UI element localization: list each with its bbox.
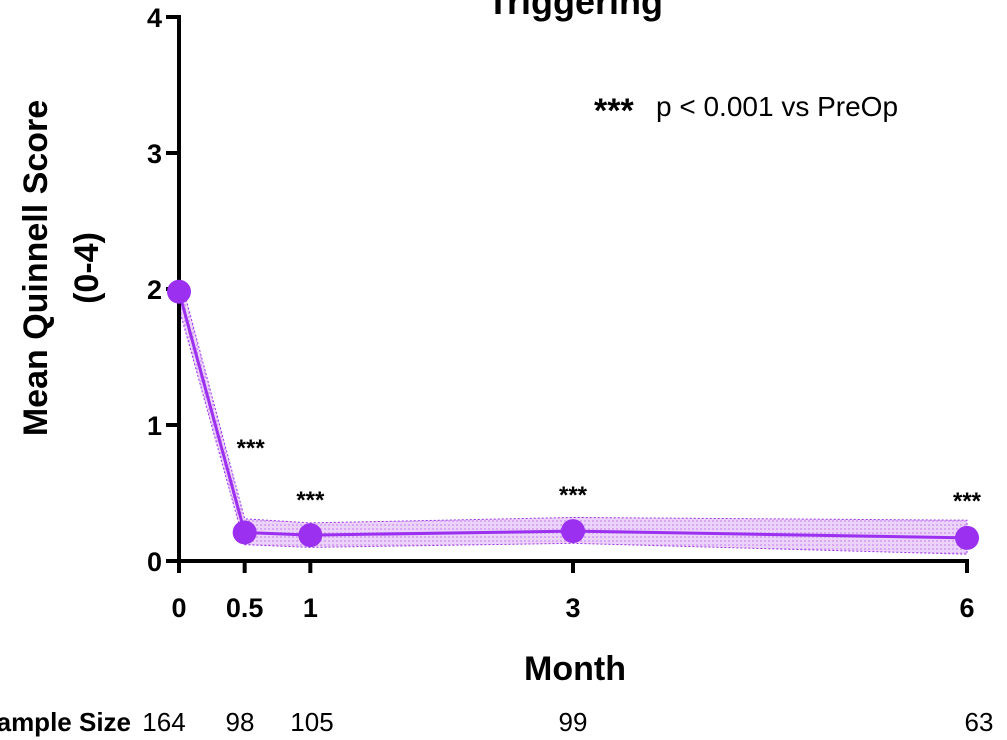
data-point <box>561 519 585 544</box>
y-axis-label: Mean Quinnell Score <box>17 100 55 436</box>
data-point <box>298 523 323 548</box>
y-tick-label: 0 <box>147 547 162 577</box>
sample-size-value: 99 <box>559 707 588 737</box>
y-tick-label: 1 <box>147 411 162 441</box>
y-tick-label: 4 <box>147 3 162 33</box>
confidence-band-area <box>178 272 968 555</box>
chart-title: Triggering <box>487 0 663 22</box>
sample-size-value: 63 <box>965 707 994 737</box>
x-tick-label: 3 <box>565 593 580 623</box>
x-tick-label: 6 <box>959 593 974 623</box>
data-points <box>167 279 979 550</box>
y-tick-label: 3 <box>147 139 162 169</box>
significance-markers: *** *** *** *** <box>237 435 982 515</box>
significance-marker: *** <box>296 487 325 514</box>
x-axis-label: Month <box>524 650 626 688</box>
sample-size-value: 164 <box>142 707 185 737</box>
y-axis-unit: (0-4) <box>68 232 106 304</box>
legend-stars: *** <box>594 92 634 130</box>
y-tick-label: 2 <box>147 275 162 305</box>
data-point <box>167 279 191 304</box>
significance-marker: *** <box>953 488 982 515</box>
confidence-band <box>178 272 968 555</box>
significance-marker: *** <box>237 435 266 462</box>
x-tick-label: 1 <box>303 593 318 623</box>
x-tick-label: 0.5 <box>226 593 264 623</box>
significance-marker: *** <box>559 482 588 509</box>
sample-size-value: 98 <box>226 707 255 737</box>
data-point <box>232 520 257 545</box>
data-point <box>955 525 979 550</box>
x-tick-label: 0 <box>171 593 186 623</box>
sample-size-value: 105 <box>290 707 333 737</box>
legend-note: *** p < 0.001 vs PreOp <box>594 91 898 130</box>
sample-size-label: Sample Size <box>0 707 131 737</box>
sample-size-values: 164 98 105 99 63 <box>142 707 993 737</box>
legend-text: p < 0.001 vs PreOp <box>656 91 898 122</box>
